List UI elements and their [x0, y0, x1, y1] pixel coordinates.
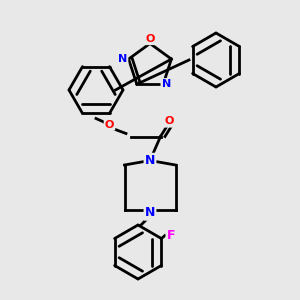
Text: F: F — [167, 229, 175, 242]
Text: O: O — [165, 116, 174, 127]
Text: N: N — [145, 154, 155, 167]
Text: N: N — [118, 54, 127, 64]
Text: O: O — [145, 34, 155, 44]
Text: N: N — [162, 79, 171, 89]
Text: N: N — [145, 206, 155, 220]
Text: O: O — [105, 119, 114, 130]
